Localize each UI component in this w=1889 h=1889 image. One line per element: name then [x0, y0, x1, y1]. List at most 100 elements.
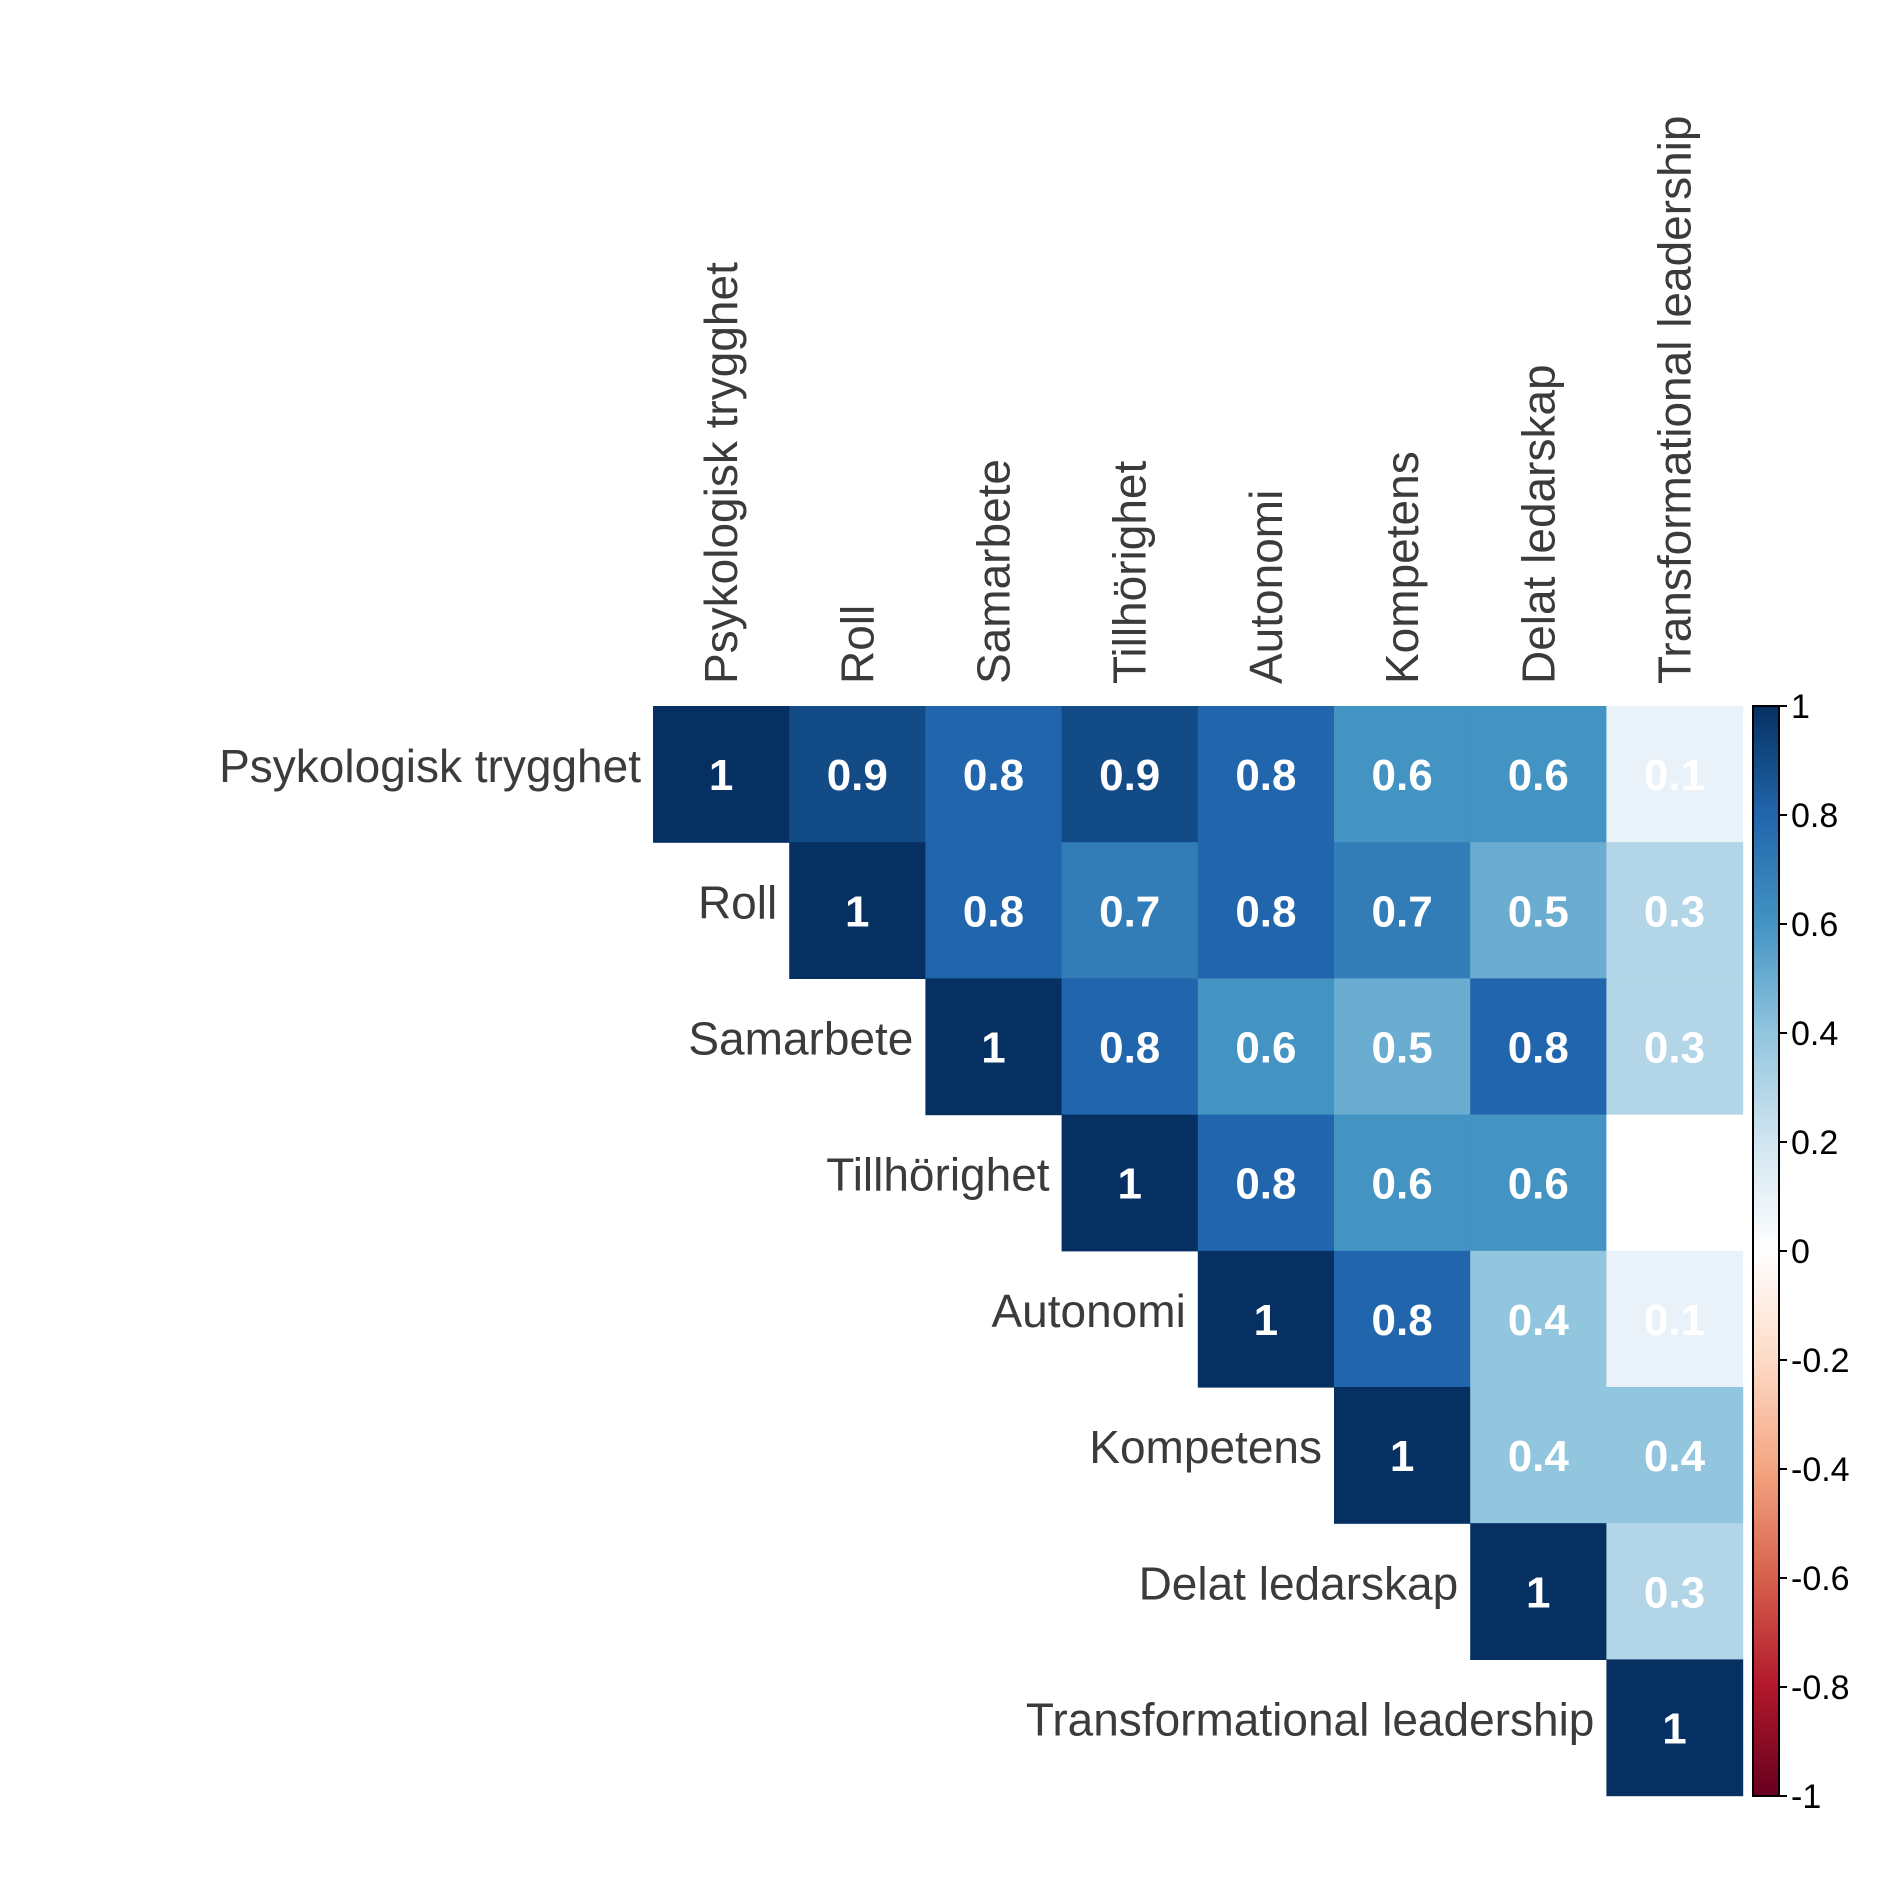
heatmap-value-2-5: 0.5: [1372, 1024, 1433, 1073]
colorbar-tick-label-10: -1: [1791, 1778, 1821, 1816]
heatmap-value-0-6: 0.6: [1508, 751, 1569, 800]
heatmap-value-1-5: 0.7: [1372, 887, 1433, 936]
heatmap-cell-4-4: [1197, 1250, 1335, 1388]
heatmap-cell-5-5: [1334, 1387, 1471, 1524]
heatmap-cell-3-5: [1334, 1114, 1471, 1252]
heatmap-cell-0-6: [1470, 706, 1607, 843]
colorbar-tick-label-6: -0.2: [1791, 1342, 1850, 1380]
heatmap-cell-0-3: [1061, 706, 1199, 843]
colorbar-tick-label-2: 0.6: [1791, 906, 1838, 944]
colorbar-tick-label-3: 0.4: [1791, 1015, 1838, 1053]
colorbar-tick-label-7: -0.4: [1791, 1451, 1850, 1489]
heatmap-cells: [653, 706, 1744, 1797]
heatmap-cell-2-5: [1334, 978, 1471, 1116]
heatmap-cell-5-6: [1470, 1387, 1607, 1524]
heatmap-value-0-4: 0.8: [1235, 751, 1296, 800]
heatmap-cell-5-7: [1606, 1387, 1744, 1524]
heatmap-cell-1-4: [1197, 842, 1335, 979]
heatmap-cell-1-5: [1334, 842, 1471, 979]
heatmap-cell-1-3: [1061, 842, 1199, 979]
heatmap-value-3-6: 0.6: [1508, 1160, 1569, 1209]
heatmap-value-6-7: 0.3: [1644, 1568, 1705, 1617]
heatmap-value-3-5: 0.6: [1372, 1160, 1433, 1209]
heatmap-cell-2-7: [1606, 978, 1744, 1116]
heatmap-value-1-3: 0.7: [1099, 887, 1160, 936]
row-label-3: Tillhörighet: [826, 1149, 1050, 1201]
heatmap-cell-0-5: [1334, 706, 1471, 843]
heatmap-cell-2-3: [1061, 978, 1199, 1116]
heatmap-cell-3-4: [1197, 1114, 1335, 1252]
heatmap-value-5-7: 0.4: [1644, 1432, 1706, 1481]
heatmap-value-0-5: 0.6: [1372, 751, 1433, 800]
heatmap-cell-1-7: [1606, 842, 1744, 979]
heatmap-value-0-1: 0.9: [827, 751, 888, 800]
heatmap-cell-0-7: [1606, 706, 1744, 843]
heatmap-cell-2-2: [925, 978, 1063, 1116]
colorbar-tick-label-0: 1: [1791, 688, 1810, 726]
heatmap-value-3-3: 1: [1117, 1160, 1141, 1209]
colorbar-tick-label-4: 0.2: [1791, 1124, 1838, 1162]
heatmap-cell-2-4: [1197, 978, 1335, 1116]
heatmap-cell-3-6: [1470, 1114, 1607, 1252]
column-label-6: Delat ledarskap: [1512, 364, 1564, 684]
heatmap-cell-4-6: [1470, 1250, 1607, 1388]
colorbar: 1 0.8 0.6 0.4 0.2 0 -0.2 -0.4 -0.6 -0.8 -1: [1752, 688, 1850, 1816]
heatmap-value-4-6: 0.4: [1508, 1296, 1570, 1345]
heatmap-cell-0-2: [925, 706, 1063, 843]
heatmap-value-0-2: 0.8: [963, 751, 1024, 800]
colorbar-tick-label-5: 0: [1791, 1233, 1810, 1271]
row-label-0: Psykologisk trygghet: [219, 740, 641, 792]
heatmap-cell-1-1: [789, 842, 926, 979]
column-label-5: Kompetens: [1376, 451, 1428, 684]
heatmap-value-1-6: 0.5: [1508, 887, 1569, 936]
heatmap-cell-7-7: [1606, 1659, 1744, 1797]
column-label-2: Samarbete: [968, 459, 1020, 684]
heatmap-value-1-2: 0.8: [963, 887, 1024, 936]
row-label-5: Kompetens: [1089, 1421, 1322, 1473]
column-labels: Psykologisk trygghet Roll Samarbete Tillhör…: [695, 116, 1700, 684]
heatmap-value-2-6: 0.8: [1508, 1024, 1569, 1073]
colorbar-tick-label-8: -0.6: [1791, 1560, 1850, 1598]
row-label-2: Samarbete: [688, 1013, 913, 1065]
column-label-3: Tillhörighet: [1104, 460, 1156, 684]
heatmap-value-0-3: 0.9: [1099, 751, 1160, 800]
heatmap-cell-0-0: [653, 706, 790, 843]
column-label-1: Roll: [831, 605, 883, 684]
heatmap-cell-0-4: [1197, 706, 1335, 843]
row-labels: Psykologisk trygghet Roll Samarbete Tillhör…: [219, 740, 1594, 1745]
heatmap-cell-2-6: [1470, 978, 1607, 1116]
heatmap-value-5-6: 0.4: [1508, 1432, 1570, 1481]
heatmap-cell-3-7: [1606, 1114, 1744, 1252]
heatmap-cell-3-3: [1061, 1114, 1199, 1252]
heatmap-value-1-7: 0.3: [1644, 887, 1705, 936]
heatmap-value-1-4: 0.8: [1235, 887, 1296, 936]
heatmap-value-2-2: 1: [981, 1024, 1005, 1073]
row-label-1: Roll: [698, 876, 777, 928]
heatmap-value-6-6: 1: [1526, 1568, 1550, 1617]
heatmap-cell-6-7: [1606, 1523, 1744, 1660]
heatmap-value-3-7: 0: [1662, 1160, 1686, 1209]
heatmap-cell-1-2: [925, 842, 1063, 979]
heatmap-cell-0-1: [789, 706, 926, 843]
heatmap-cell-1-6: [1470, 842, 1607, 979]
row-label-7: Transformational leadership: [1026, 1694, 1594, 1746]
heatmap-value-4-5: 0.8: [1372, 1296, 1433, 1345]
column-label-4: Autonomi: [1240, 490, 1292, 684]
heatmap-value-0-7: 0.1: [1644, 751, 1705, 800]
heatmap-value-7-7: 1: [1662, 1705, 1686, 1754]
row-label-6: Delat ledarskap: [1139, 1557, 1459, 1609]
heatmap-value-1-1: 1: [845, 887, 869, 936]
column-label-0: Psykologisk trygghet: [695, 262, 747, 684]
heatmap-value-3-4: 0.8: [1235, 1160, 1296, 1209]
row-label-4: Autonomi: [991, 1285, 1185, 1337]
heatmap-value-2-7: 0.3: [1644, 1024, 1705, 1073]
heatmap-value-5-5: 1: [1390, 1432, 1414, 1481]
heatmap-value-labels: 1 0.9 0.8 0.9 0.8 0.6 0.6 0.1 1 0.8 0.7 0.8 0.7 0.5 0.…: [709, 751, 1706, 1753]
heatmap-value-0-0: 1: [709, 751, 733, 800]
colorbar-gradient: [1752, 705, 1780, 1797]
heatmap-value-4-4: 1: [1254, 1296, 1278, 1345]
heatmap-cell-6-6: [1470, 1523, 1607, 1660]
column-label-7: Transformational leadership: [1649, 116, 1701, 684]
colorbar-tick-label-9: -0.8: [1791, 1669, 1850, 1707]
